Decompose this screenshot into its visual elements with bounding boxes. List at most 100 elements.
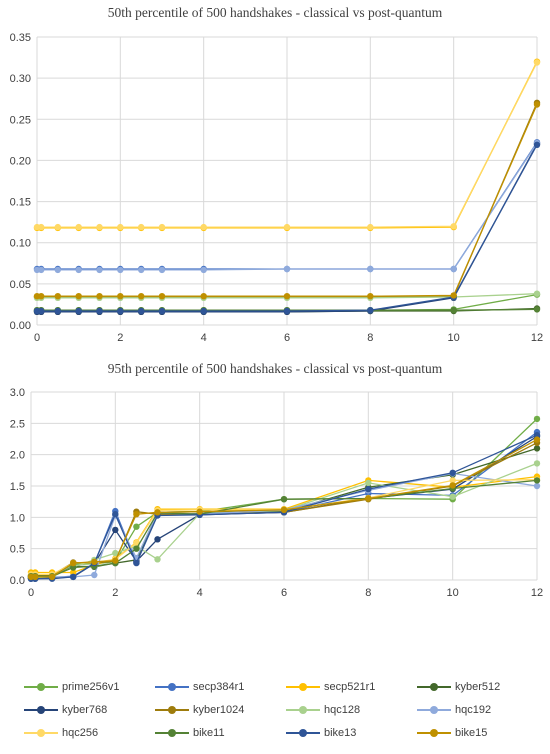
data-point-hqc128 xyxy=(365,479,372,487)
legend-item-prime256v1: prime256v1 xyxy=(24,681,119,693)
legend-item-kyber512: kyber512 xyxy=(417,681,500,693)
y-tick-label: 0.0 xyxy=(10,575,25,587)
data-point-bike15 xyxy=(283,293,291,300)
legend-marker-icon xyxy=(417,682,451,692)
data-point-bike13 xyxy=(96,307,103,315)
y-tick-label: 0.00 xyxy=(10,320,31,332)
data-point-bike15 xyxy=(48,573,56,581)
y-tick-label: 2.0 xyxy=(10,450,25,462)
data-point-bike13 xyxy=(133,559,140,567)
data-point-bike15 xyxy=(449,482,456,489)
y-tick-label: 0.20 xyxy=(10,155,31,167)
data-point-bike13 xyxy=(449,469,456,476)
data-point-bike13 xyxy=(200,307,207,315)
data-point-hqc192 xyxy=(117,266,124,274)
x-tick-label: 4 xyxy=(197,587,203,599)
data-point-hqc256 xyxy=(449,477,456,484)
x-tick-label: 4 xyxy=(201,332,207,344)
x-tick-label: 12 xyxy=(531,587,543,599)
y-tick-label: 0.10 xyxy=(10,238,31,250)
legend-item-hqc192: hqc192 xyxy=(417,704,491,716)
legend-label: bike11 xyxy=(193,727,225,739)
data-point-hqc192 xyxy=(138,266,145,274)
data-point-hqc128 xyxy=(533,290,541,297)
legend-item-hqc256: hqc256 xyxy=(24,727,98,739)
data-point-hqc192 xyxy=(96,266,103,274)
data-point-bike15 xyxy=(365,495,372,502)
y-tick-label: 1.5 xyxy=(10,481,25,493)
legend-marker-icon xyxy=(417,728,451,738)
data-point-secp521r1 xyxy=(70,569,77,576)
data-point-bike15 xyxy=(75,293,82,300)
legend-marker-icon xyxy=(24,682,58,692)
data-point-bike13 xyxy=(117,307,124,315)
legend-item-secp521r1: secp521r1 xyxy=(286,681,375,693)
data-point-bike15 xyxy=(533,436,541,443)
data-point-bike15 xyxy=(117,293,124,300)
data-point-hqc192 xyxy=(91,571,98,579)
legend-item-secp384r1: secp384r1 xyxy=(155,681,244,693)
legend-marker-icon xyxy=(155,682,189,692)
data-point-prime256v1 xyxy=(533,415,541,423)
legend-item-kyber768: kyber768 xyxy=(24,704,107,716)
chart-title: 50th percentile of 500 handshakes - clas… xyxy=(107,5,443,20)
data-point-bike15 xyxy=(367,293,374,300)
data-point-bike15 xyxy=(54,293,61,300)
data-point-hqc256 xyxy=(133,539,140,547)
data-point-bike15 xyxy=(91,558,98,565)
x-tick-label: 0 xyxy=(28,587,34,599)
chart-plot: 0.00 0.05 0.10 0.15 0.20 0.25 0.30 0.35 0 2 4 6 8 10 1… xyxy=(10,32,544,344)
data-point-bike13 xyxy=(533,141,541,148)
x-tick-label: 12 xyxy=(531,332,543,344)
x-tick-label: 8 xyxy=(367,332,373,344)
y-tick-label: 1.0 xyxy=(10,512,25,524)
legend-marker-icon xyxy=(286,705,320,715)
data-point-bike13 xyxy=(138,307,145,315)
x-tick-label: 10 xyxy=(448,332,460,344)
legend-label: hqc256 xyxy=(62,727,99,739)
y-tick-label: 0.05 xyxy=(10,279,31,291)
data-point-hqc192 xyxy=(38,266,45,274)
y-tick-label: 0.5 xyxy=(10,544,25,556)
data-point-bike15 xyxy=(200,293,207,300)
legend-item-hqc128: hqc128 xyxy=(286,704,360,716)
legend-marker-icon xyxy=(24,728,58,738)
legend-marker-icon xyxy=(286,728,320,738)
x-tick-label: 2 xyxy=(117,332,123,344)
data-point-hqc256 xyxy=(138,223,145,231)
data-point-bike13 xyxy=(533,432,541,439)
legend-label: secp384r1 xyxy=(193,681,245,693)
legend-item-bike11: bike11 xyxy=(155,727,225,739)
x-tick-label: 10 xyxy=(447,587,459,599)
y-tick-label: 0.15 xyxy=(10,197,31,209)
data-point-hqc256 xyxy=(533,59,541,66)
x-tick-label: 6 xyxy=(284,332,290,344)
data-point-kyber768 xyxy=(154,536,161,543)
data-point-hqc192 xyxy=(200,266,207,274)
data-point-bike15 xyxy=(533,101,541,108)
legend-item-kyber1024: kyber1024 xyxy=(155,704,244,716)
data-point-bike15 xyxy=(32,573,39,581)
data-point-bike15 xyxy=(112,557,119,564)
x-tick-label: 8 xyxy=(365,587,371,599)
legend-label: kyber512 xyxy=(455,681,501,693)
legend-marker-icon xyxy=(417,705,451,715)
data-point-bike15 xyxy=(158,293,166,300)
data-point-hqc256 xyxy=(117,223,124,231)
data-point-hqc256 xyxy=(367,223,374,231)
data-point-bike15 xyxy=(96,293,103,300)
y-tick-label: 0.30 xyxy=(10,73,31,85)
data-point-bike15 xyxy=(70,559,77,567)
x-tick-label: 2 xyxy=(112,587,118,599)
y-tick-label: 2.5 xyxy=(10,418,25,430)
data-point-hqc256 xyxy=(54,223,61,231)
data-point-bike13 xyxy=(283,307,291,315)
data-point-hqc192 xyxy=(54,266,61,274)
data-point-bike13 xyxy=(112,511,119,518)
y-tick-label: 3.0 xyxy=(10,387,25,399)
legend-label: hqc128 xyxy=(324,704,361,716)
data-point-bike11 xyxy=(533,477,541,484)
data-point-bike11 xyxy=(533,306,541,313)
data-point-hqc256 xyxy=(158,223,166,231)
